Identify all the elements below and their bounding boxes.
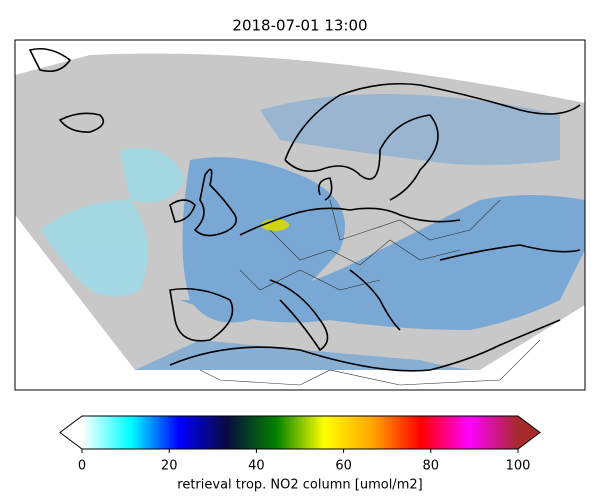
colorbar-extend-min	[60, 416, 82, 449]
colorbar-label: retrieval trop. NO2 column [umol/m2]	[177, 478, 422, 493]
map	[15, 47, 585, 386]
borders	[199, 199, 541, 386]
no2-low	[40, 148, 185, 297]
colorbar-tick-label: 100	[506, 459, 531, 474]
coastlines	[28, 47, 581, 372]
colorbar-tick-label: 60	[335, 459, 352, 474]
title: 2018-07-01 13:00	[232, 17, 367, 35]
colorbar-tick-label: 20	[161, 459, 178, 474]
colorbar-extend-max	[518, 416, 540, 449]
colorbar-tick-label: 40	[248, 459, 265, 474]
colorbar-fill	[82, 416, 518, 449]
colorbar: 0 20 40 60 80 100	[59, 415, 541, 474]
map-frame	[14, 39, 586, 391]
colorbar-tick-label: 80	[423, 459, 440, 474]
colorbar-tick-label: 0	[78, 459, 86, 474]
